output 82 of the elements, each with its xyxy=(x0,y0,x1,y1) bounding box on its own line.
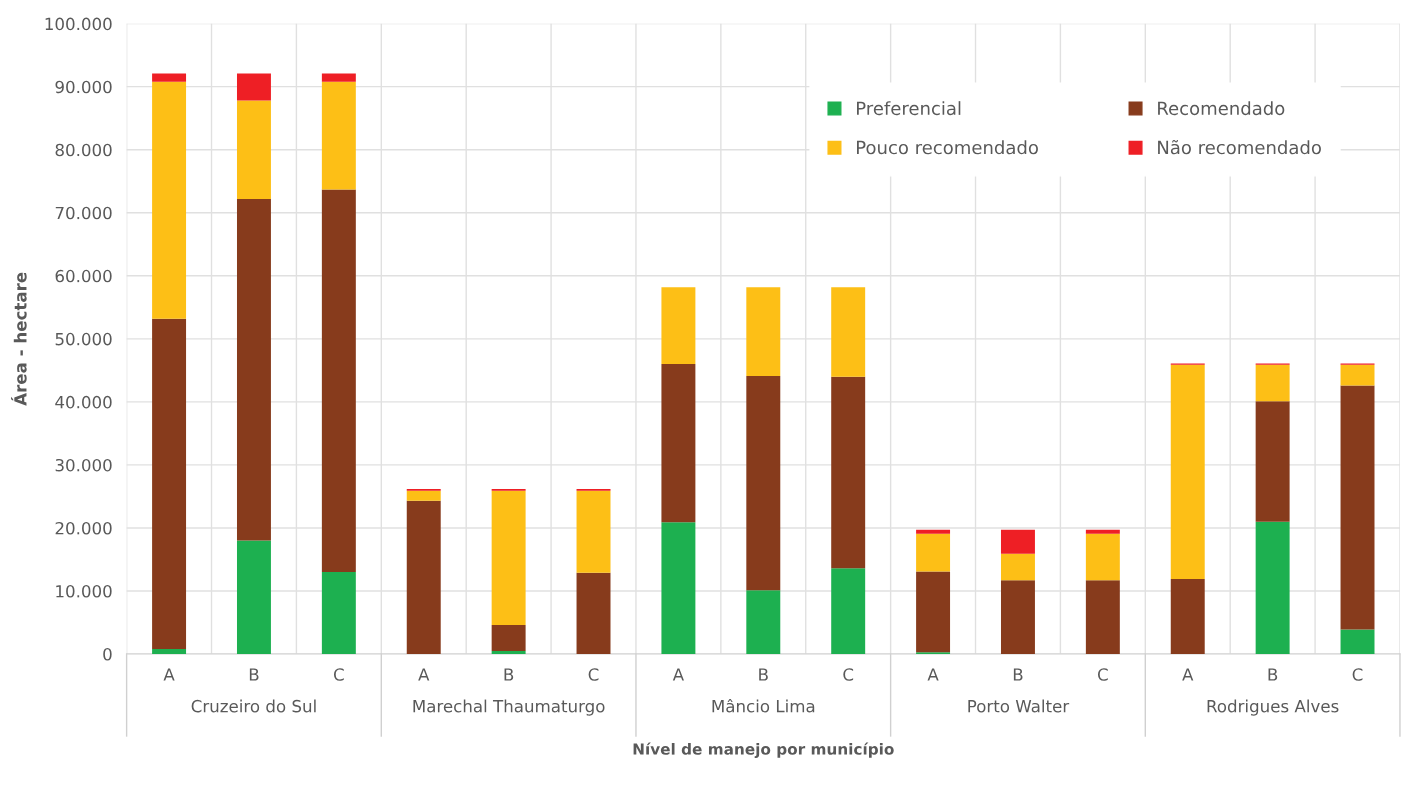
y-tick-label: 60.000 xyxy=(55,269,112,283)
bar xyxy=(1255,521,1290,655)
bar xyxy=(406,500,441,655)
bar xyxy=(236,198,271,541)
text: Marechal Thaumaturgo xyxy=(413,699,605,716)
bar xyxy=(746,376,781,591)
bar xyxy=(661,522,696,655)
bar xyxy=(236,100,271,199)
text: Porto Walter xyxy=(968,699,1070,713)
bar xyxy=(406,490,441,501)
bar xyxy=(1340,385,1375,630)
text: Mâncio Lima xyxy=(712,698,815,713)
bar xyxy=(236,73,271,101)
y-tick-label: 50.000 xyxy=(55,332,112,346)
bar xyxy=(1340,629,1375,655)
legend-label: Pouco recomendado xyxy=(857,140,1038,155)
bar xyxy=(152,73,187,82)
y-tick-label: 0 xyxy=(103,648,112,661)
bar xyxy=(661,364,696,523)
legend-label: Preferencial xyxy=(857,101,961,116)
bar xyxy=(831,287,866,377)
bar xyxy=(152,318,187,649)
bar xyxy=(1085,529,1120,534)
y-tick-label: 10.000 xyxy=(56,584,112,598)
legend-label: Recomendado xyxy=(1158,101,1285,116)
bar xyxy=(831,568,866,655)
text: Cruzeiro do Sul xyxy=(191,699,316,713)
y-tick-label: 80.000 xyxy=(55,143,112,157)
bar xyxy=(1170,364,1205,580)
x-tick-label: B xyxy=(504,668,514,681)
bar xyxy=(916,533,951,572)
x-tick-label: A xyxy=(927,668,939,681)
bar xyxy=(1085,533,1120,581)
x-tick-label: B xyxy=(1013,668,1023,681)
x-tick-label: A xyxy=(1182,668,1194,681)
bar xyxy=(321,73,356,82)
bar xyxy=(661,287,696,365)
x-tick-label: C xyxy=(1097,668,1108,681)
bar xyxy=(1170,579,1205,655)
y-tick-label: 40.000 xyxy=(55,395,112,409)
bar xyxy=(491,625,526,651)
y-axis-title: Área - hectare xyxy=(11,272,27,406)
bar xyxy=(1000,580,1035,655)
legend-label: Não recomendado xyxy=(1158,139,1321,155)
bar xyxy=(831,376,866,569)
bar xyxy=(491,490,526,626)
x-tick-label: A xyxy=(163,668,175,681)
x-tick-label: B xyxy=(759,668,768,681)
y-tick-label: 70.000 xyxy=(55,206,112,220)
bar xyxy=(576,572,611,655)
x-axis-title: Nível de manejo por município xyxy=(633,742,894,758)
bar xyxy=(1255,364,1290,402)
y-tick-label: 100.000 xyxy=(45,17,112,31)
x-tick-label: C xyxy=(843,668,854,681)
bar xyxy=(1000,529,1035,554)
y-tick-label: 90.000 xyxy=(55,80,112,94)
bar xyxy=(152,649,187,655)
bar xyxy=(916,529,951,534)
bar xyxy=(1340,364,1375,386)
bar xyxy=(321,81,356,190)
x-tick-label: A xyxy=(672,668,684,681)
bar xyxy=(1255,401,1290,522)
bar xyxy=(1000,553,1035,581)
bar xyxy=(916,571,951,653)
x-tick-label: A xyxy=(418,668,430,681)
x-tick-label: C xyxy=(588,668,599,681)
bar xyxy=(491,650,526,655)
bar xyxy=(321,189,356,573)
x-tick-label: C xyxy=(1352,668,1363,681)
bar xyxy=(746,590,781,655)
bar xyxy=(576,490,611,573)
y-tick-label: 30.000 xyxy=(55,458,112,472)
bar xyxy=(746,287,781,377)
y-tick-label: 20.000 xyxy=(55,521,112,535)
text: Rodrigues Alves xyxy=(1207,699,1339,716)
bar xyxy=(321,572,356,655)
bar xyxy=(236,540,271,655)
x-tick-label: B xyxy=(1268,668,1278,681)
bar xyxy=(1085,580,1120,655)
x-tick-label: B xyxy=(249,668,259,681)
x-tick-label: C xyxy=(333,668,344,681)
bar xyxy=(152,81,187,319)
